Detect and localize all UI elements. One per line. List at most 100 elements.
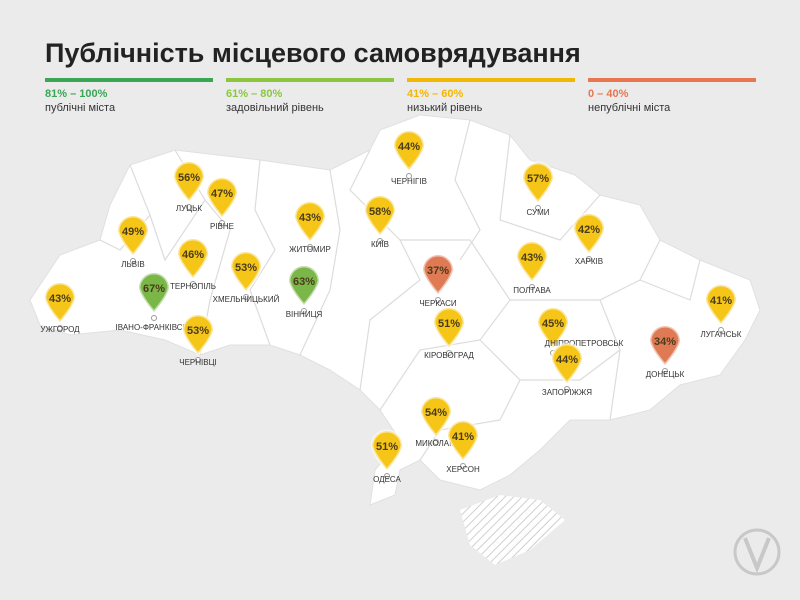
pin-dot — [219, 220, 225, 226]
city-name: КИЇВ — [371, 240, 389, 249]
city-name: ЛУЦЬК — [176, 204, 203, 213]
city-value: 43% — [299, 212, 321, 224]
pin-dot — [57, 325, 63, 331]
pin-dot — [406, 173, 412, 179]
city-name: ХМЕЛЬНИЦЬКИЙ — [213, 295, 280, 304]
city-value: 37% — [427, 265, 449, 277]
logo — [733, 528, 781, 576]
pin-shape — [515, 240, 549, 284]
city-value: 51% — [376, 441, 398, 453]
pin-dot — [384, 473, 390, 479]
city-pin: 51% КІРОВОГРАД — [424, 306, 474, 360]
legend-range: 81% – 100% — [45, 88, 108, 100]
city-name: УЖГОРОД — [40, 325, 80, 334]
city-name: РІВНЕ — [210, 222, 234, 231]
city-value: 41% — [452, 431, 474, 443]
city-name: ЧЕРНІГІВ — [391, 177, 427, 186]
city-name: ЛУГАНСЬК — [701, 330, 742, 339]
city-value: 49% — [122, 226, 144, 238]
pin-shape — [572, 212, 606, 256]
city-value: 58% — [369, 206, 391, 218]
city-pin: 34% ДОНЕЦЬК — [646, 324, 685, 379]
city-pins: 56% ЛУЦЬК 47% РІВНЕ 49% ЛЬВІВ 46% ТЕРНОПІЛЬ 53% Х… — [40, 129, 742, 484]
pin-dot — [586, 256, 592, 262]
city-name: ЛЬВІВ — [121, 260, 144, 269]
city-pin: 51% ОДЕСА — [370, 429, 404, 484]
city-pin: 58% КИЇВ — [363, 194, 397, 249]
pin-dot — [446, 350, 452, 356]
city-name: ОДЕСА — [373, 475, 401, 484]
city-name: ВІННИЦЯ — [286, 310, 323, 319]
city-pin: 49% ЛЬВІВ — [116, 214, 150, 269]
legend-label: задовільний рівень — [226, 102, 324, 114]
pin-dot — [662, 368, 668, 374]
city-value: 53% — [235, 262, 257, 274]
pin-shape — [521, 161, 555, 205]
city-pin: 44% ЗАПОРІЖЖЯ — [542, 342, 592, 397]
pin-shape — [419, 395, 453, 439]
city-value: 47% — [211, 188, 233, 200]
pin-shape — [363, 194, 397, 238]
city-pin: 57% СУМИ — [521, 161, 555, 217]
city-name: ДОНЕЦЬК — [646, 370, 685, 379]
legend-label: публічні міста — [45, 102, 116, 114]
pin-dot — [190, 281, 196, 287]
pin-shape — [432, 306, 466, 350]
city-pin: 44% ЧЕРНІГІВ — [391, 129, 427, 186]
pin-dot — [130, 258, 136, 264]
city-value: 41% — [710, 295, 732, 307]
city-name: ХЕРСОН — [446, 465, 480, 474]
city-name: ЧЕРКАСИ — [419, 299, 457, 308]
pin-shape — [287, 264, 321, 308]
legend-range: 61% – 80% — [226, 88, 282, 100]
pin-shape — [446, 419, 480, 463]
pin-dot — [243, 294, 249, 300]
pin-shape — [536, 306, 570, 350]
pin-shape — [648, 324, 682, 368]
city-value: 67% — [143, 283, 165, 295]
pin-shape — [704, 283, 738, 327]
city-name: ІВАНО-ФРАНКІВСЬК — [116, 323, 193, 332]
pin-dot — [718, 327, 724, 333]
city-pin: 37% ЧЕРКАСИ — [419, 253, 457, 308]
city-pin: 43% ЖИТОМИР — [289, 200, 331, 254]
city-name: ЖИТОМИР — [289, 245, 331, 254]
city-pin: 47% РІВНЕ — [205, 176, 239, 231]
city-value: 53% — [187, 325, 209, 337]
city-pin: 46% ТЕРНОПІЛЬ — [170, 237, 216, 291]
city-name: МИКОЛАЇВ — [415, 439, 456, 448]
legend-range: 0 – 40% — [588, 88, 629, 100]
legend-label: непублічні міста — [588, 102, 671, 114]
city-pin: 41% ЛУГАНСЬК — [701, 283, 742, 339]
city-value: 46% — [182, 249, 204, 261]
title: Публічність місцевого самоврядування — [45, 38, 581, 68]
city-pin: 67% ІВАНО-ФРАНКІВСЬК — [116, 271, 193, 332]
pin-dot — [433, 439, 439, 445]
city-name: ПОЛТАВА — [513, 286, 551, 295]
city-pin: 63% ВІННИЦЯ — [286, 264, 323, 319]
city-value: 44% — [398, 141, 420, 153]
city-value: 43% — [49, 293, 71, 305]
legend-bar — [407, 78, 575, 82]
city-name: ТЕРНОПІЛЬ — [170, 282, 216, 291]
legend-bar — [588, 78, 756, 82]
pin-shape — [205, 176, 239, 220]
city-pin: 41% ХЕРСОН — [446, 419, 480, 474]
pin-dot — [307, 244, 313, 250]
pin-dot — [535, 205, 541, 211]
pin-shape — [293, 200, 327, 244]
legend-range: 41% – 60% — [407, 88, 463, 100]
pin-dot — [564, 386, 570, 392]
city-value: 57% — [527, 173, 549, 185]
city-name: ЗАПОРІЖЖЯ — [542, 388, 592, 397]
pin-shape — [137, 271, 171, 315]
pin-dot — [195, 357, 201, 363]
city-pin: 42% ХАРКІВ — [572, 212, 606, 266]
city-pin: 53% ХМЕЛЬНИЦЬКИЙ — [213, 250, 280, 304]
city-value: 56% — [178, 172, 200, 184]
city-name: ДНІПРОПЕТРОВСЬК — [545, 339, 624, 348]
pin-shape — [229, 250, 263, 294]
city-name: ХАРКІВ — [575, 257, 603, 266]
legend-bar — [45, 78, 213, 82]
